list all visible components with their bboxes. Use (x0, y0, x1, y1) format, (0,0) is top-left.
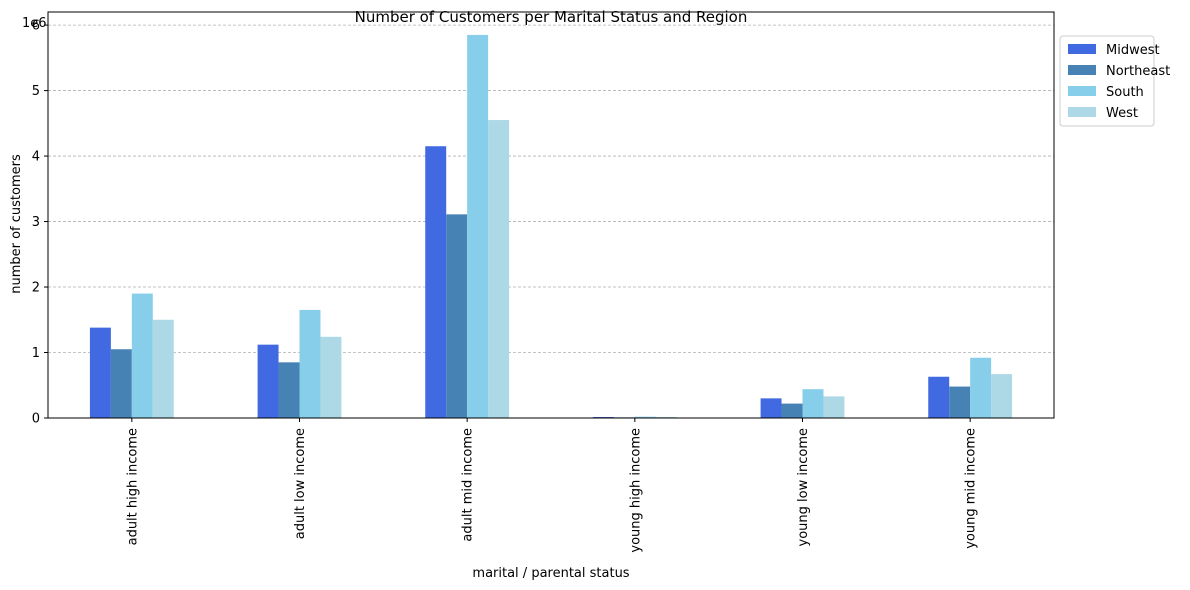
bar-south (634, 416, 656, 418)
legend-swatch (1068, 86, 1096, 96)
bar-northeast (278, 362, 300, 418)
bar-south (467, 34, 489, 419)
x-tick-label: young high income (628, 428, 643, 553)
legend-label: South (1106, 85, 1144, 100)
bar-south (802, 389, 824, 418)
bar-midwest (760, 398, 782, 418)
chart-title: Number of Customers per Marital Status a… (355, 8, 748, 26)
legend-label: Midwest (1106, 43, 1160, 58)
legend-swatch (1068, 44, 1096, 54)
y-tick-label: 1 (32, 346, 40, 361)
plot-frame (47, 11, 1055, 419)
y-tick-label: 6 (32, 19, 40, 34)
bar-midwest (928, 376, 950, 418)
legend-swatch (1068, 65, 1096, 75)
x-tick-label: adult mid income (461, 428, 476, 542)
bar-west (823, 396, 845, 418)
bar-northeast (781, 403, 803, 418)
y-tick-label: 4 (32, 150, 40, 165)
y-tick-label: 3 (32, 215, 40, 230)
x-tick-label: young mid income (964, 428, 979, 549)
bar-south (131, 293, 153, 418)
bar-west (152, 319, 174, 418)
bar-west (488, 120, 510, 418)
x-tick-label: adult low income (293, 428, 308, 539)
y-tick-label: 2 (32, 281, 40, 296)
bar-west (991, 374, 1013, 418)
y-axis-label: number of customers (9, 154, 24, 294)
bar-south (970, 357, 992, 418)
legend-label: West (1106, 106, 1138, 121)
bar-south (299, 309, 321, 418)
grid-lines (48, 24, 1054, 353)
y-offset-label: 1e6 (22, 16, 47, 31)
x-axis-ticks: adult high income adult low income adult m… (125, 418, 979, 553)
y-axis-ticks: 0 1 2 3 4 5 6 (32, 19, 48, 427)
legend-label: Northeast (1106, 64, 1170, 79)
legend-swatch (1068, 107, 1096, 117)
x-axis-label: marital / parental status (472, 566, 629, 581)
bar-midwest (89, 327, 111, 418)
y-tick-label: 0 (32, 412, 40, 427)
legend: Midwest Northeast South West (1059, 35, 1170, 127)
legend-frame (1059, 35, 1155, 127)
bar-northeast (110, 349, 132, 418)
y-tick-label: 5 (32, 84, 40, 99)
x-tick-label: adult high income (125, 428, 140, 545)
bar-midwest (257, 344, 279, 418)
bar-midwest (425, 146, 447, 418)
bar-west (320, 336, 342, 418)
bars (89, 34, 1013, 419)
x-tick-label: young low income (796, 428, 811, 546)
bar-northeast (446, 214, 468, 418)
bar-northeast (949, 386, 971, 418)
